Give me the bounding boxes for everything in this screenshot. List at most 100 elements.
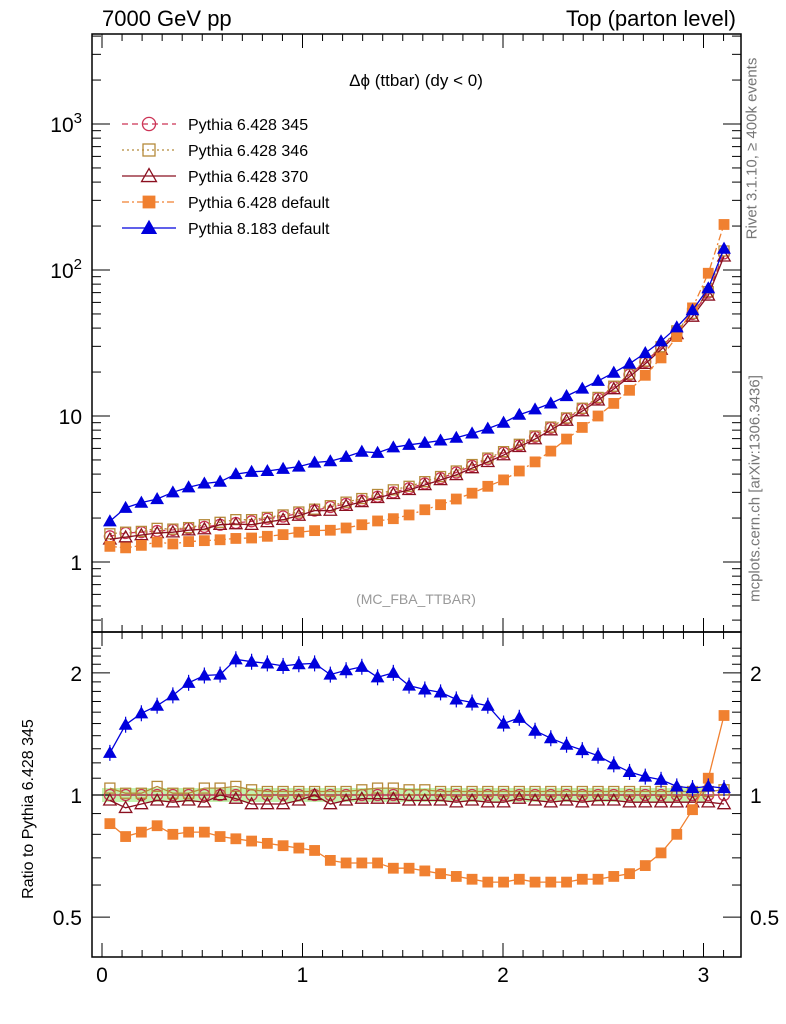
- legend: Pythia 6.428 345 Pythia 6.428 346 Pythia 6…: [122, 116, 330, 238]
- data-point: [511, 791, 527, 804]
- data-point: [559, 792, 574, 806]
- data-point: [339, 663, 353, 676]
- series-line: [109, 794, 725, 809]
- data-point: [653, 794, 669, 808]
- main-series-layer: [102, 219, 732, 554]
- data-point: [527, 431, 543, 445]
- data-point: [512, 407, 527, 420]
- data-point: [167, 787, 179, 799]
- data-point: [574, 403, 590, 417]
- main-y-tick-label: 103: [50, 110, 82, 137]
- data-point: [181, 522, 196, 536]
- data-point: [276, 658, 290, 671]
- data-point: [354, 444, 369, 457]
- data-point: [608, 380, 620, 392]
- data-point: [386, 665, 401, 678]
- data-point: [386, 791, 401, 804]
- data-point: [229, 788, 243, 802]
- legend-entry: Pythia 6.428 346: [122, 143, 308, 160]
- data-point: [498, 876, 509, 888]
- data-point: [387, 788, 400, 802]
- data-point: [339, 449, 353, 462]
- legend-entry: Pythia 6.428 370: [122, 167, 308, 186]
- series-4: [102, 651, 731, 797]
- data-point: [450, 871, 462, 882]
- data-point: [480, 421, 495, 434]
- data-point: [134, 796, 149, 810]
- data-point: [167, 828, 179, 840]
- data-point: [496, 716, 511, 729]
- data-point: [134, 495, 149, 508]
- data-point: [622, 764, 637, 777]
- data-point: [511, 439, 527, 453]
- data-point: [260, 514, 275, 528]
- data-point: [293, 842, 305, 854]
- data-point: [608, 397, 620, 409]
- data-point: [466, 487, 478, 499]
- data-point: [639, 860, 651, 871]
- data-point: [671, 828, 683, 840]
- data-point: [120, 542, 132, 554]
- data-point: [480, 454, 496, 468]
- main-y-ticks: 1 10 102 103: [50, 35, 741, 621]
- data-point: [244, 654, 259, 667]
- data-point: [277, 785, 289, 798]
- series-1: [104, 780, 730, 799]
- data-point: [717, 241, 731, 254]
- data-point: [245, 784, 258, 796]
- data-point: [639, 369, 651, 381]
- data-point: [323, 503, 338, 516]
- data-point: [214, 831, 226, 842]
- data-point: [574, 794, 590, 808]
- data-point: [718, 219, 730, 230]
- legend-marker: [142, 195, 156, 209]
- data-point: [260, 463, 275, 477]
- legend-label: Pythia 6.428 default: [188, 195, 330, 212]
- data-point: [529, 785, 541, 798]
- data-point: [134, 706, 149, 719]
- data-point: [118, 529, 133, 543]
- data-point: [464, 792, 480, 806]
- data-point: [637, 356, 653, 370]
- data-point: [165, 688, 180, 701]
- series-line: [109, 715, 725, 883]
- series-line: [109, 785, 725, 794]
- data-point: [212, 787, 228, 801]
- data-point: [371, 788, 384, 802]
- data-point: [228, 791, 244, 804]
- legend-entry: Pythia 8.183 default: [122, 219, 330, 238]
- data-point: [669, 779, 684, 792]
- series-2: [102, 248, 732, 545]
- data-point: [291, 657, 306, 670]
- data-point: [197, 476, 212, 489]
- data-point: [717, 781, 731, 794]
- data-point: [244, 464, 259, 477]
- data-point: [354, 791, 370, 804]
- main-y-tick-label: 10: [59, 406, 82, 429]
- data-point: [340, 857, 352, 869]
- data-point: [623, 368, 636, 380]
- data-point: [449, 430, 464, 443]
- data-point: [387, 513, 399, 525]
- data-point: [372, 857, 383, 869]
- ratio-y-tick-label: 1: [70, 785, 82, 808]
- data-point: [669, 794, 685, 808]
- data-point: [575, 381, 590, 394]
- data-point: [198, 826, 210, 838]
- data-point: [118, 717, 133, 730]
- data-point: [559, 413, 574, 426]
- data-point: [135, 826, 147, 838]
- legend-marker: [142, 143, 156, 157]
- data-point: [512, 710, 527, 723]
- data-point: [466, 873, 478, 885]
- data-point: [543, 794, 559, 808]
- data-point: [528, 402, 542, 415]
- data-point: [340, 496, 352, 508]
- data-point: [340, 785, 352, 798]
- data-point: [701, 779, 716, 792]
- legend-label: Pythia 6.428 370: [188, 169, 308, 186]
- data-point: [591, 748, 605, 761]
- data-point: [246, 532, 257, 544]
- legend-entry: Pythia 6.428 default: [122, 195, 330, 212]
- legend-marker: [140, 167, 158, 183]
